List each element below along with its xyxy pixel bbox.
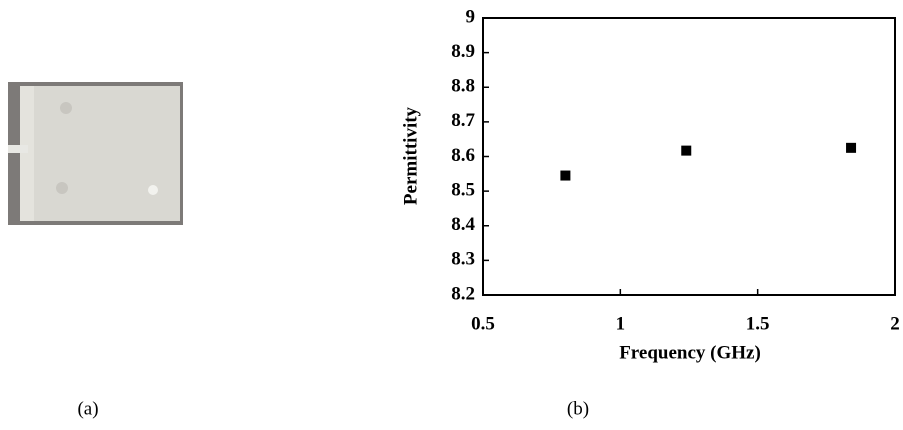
connector [8,145,28,153]
spot [60,102,72,114]
point [846,142,857,153]
y-tick-label: 8.7 [451,110,475,131]
y-tick-label: 8.2 [451,283,475,304]
x-axis-label: Frequency (GHz) [619,342,761,363]
point [681,145,692,156]
x-tick-label: 2 [890,313,900,334]
y-tick-label: 8.9 [451,41,475,62]
spot [148,185,158,195]
y-tick-label: 8.8 [451,76,475,97]
y-tick-label: 8.4 [451,214,475,235]
y-tick-label: 8.6 [451,145,475,166]
spot [56,182,68,194]
sample-photo [8,82,183,225]
y-tick-label: 8.5 [451,179,475,200]
plate-edge [20,86,34,221]
caption: (b) [567,398,589,419]
y-tick-label: 8.3 [451,249,475,270]
y-axis-label: Permittivity [400,106,421,205]
point [560,170,571,181]
caption: (a) [77,398,98,419]
x-tick-label: 1.5 [746,313,770,334]
x-tick-label: 0.5 [471,313,495,334]
sample-plate [20,86,180,221]
plot-frame [482,17,896,296]
x-tick-label: 1 [616,313,626,334]
y-tick-label: 9 [466,6,476,27]
